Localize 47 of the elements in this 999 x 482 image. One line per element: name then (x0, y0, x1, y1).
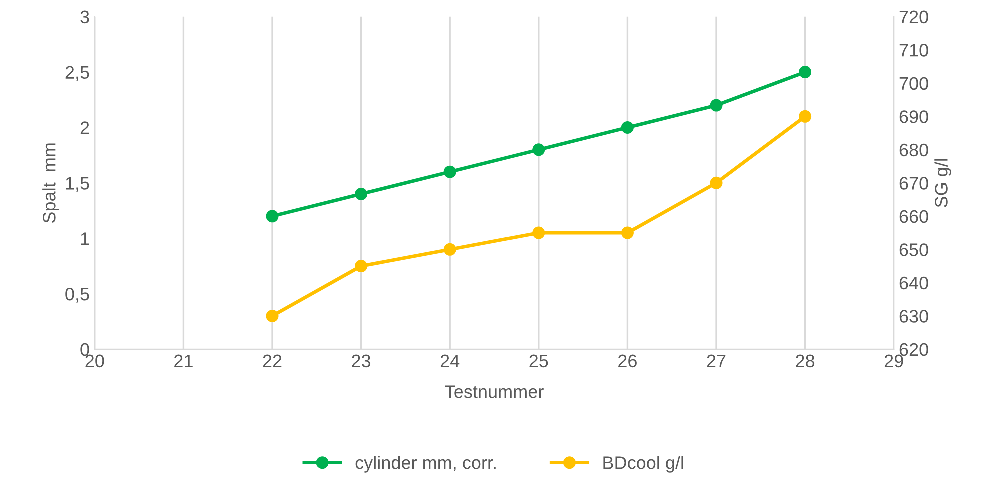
y2-tick-label: 680 (900, 144, 928, 157)
legend-label: BDcool g/l (604, 456, 684, 473)
y-tick-label: 2,5 (66, 66, 90, 82)
point (799, 110, 812, 123)
point (266, 210, 279, 223)
y-tick-label: 0,5 (66, 288, 90, 303)
y2-tick-label: 690 (900, 110, 928, 124)
x-tick-label: 24 (440, 354, 460, 368)
x-tick-label: 20 (86, 354, 104, 368)
point (532, 144, 546, 156)
x-tick-label: 26 (618, 354, 637, 368)
y-tick-label: 1,5 (66, 177, 90, 192)
point (621, 121, 634, 134)
point (444, 166, 456, 178)
y-tick-label: 0 (80, 343, 90, 356)
y2-tick-label: 640 (900, 276, 928, 290)
y-tick-label: 1 (81, 232, 90, 246)
x-tick-label: 29 (884, 354, 904, 368)
point (621, 226, 634, 240)
y2-tick-label: 700 (900, 77, 928, 90)
x-tick-label: 23 (352, 354, 371, 368)
y2-axis-title: SG g/l (934, 159, 952, 208)
point (355, 260, 368, 273)
x-axis-title: Testnummer (445, 386, 544, 398)
y2-tick-label: 720 (900, 10, 928, 24)
x-tick-label: 22 (263, 354, 282, 368)
y-tick-label: 2 (80, 122, 90, 134)
y2-tick-label: 630 (900, 310, 928, 323)
y-tick-label: 3 (80, 10, 90, 24)
x-tick-label: 25 (530, 354, 548, 368)
point (532, 226, 546, 240)
x-tick-label: 28 (796, 354, 815, 368)
y-axis-title: Spalt mm (42, 144, 60, 223)
point (710, 176, 723, 190)
y2-tick-label: 710 (900, 44, 928, 57)
y2-tick-label: 650 (900, 244, 928, 256)
x-tick-label: 21 (174, 354, 193, 368)
legend-label: cylinder mm, corr. (356, 456, 496, 473)
point (355, 188, 368, 200)
point (799, 66, 812, 79)
point (444, 243, 456, 256)
point (266, 310, 279, 322)
x-tick-label: 27 (707, 354, 726, 368)
y2-tick-label: 670 (900, 177, 928, 190)
y2-tick-label: 660 (900, 210, 928, 224)
point (710, 99, 723, 112)
y2-tick-label: 620 (900, 343, 928, 356)
